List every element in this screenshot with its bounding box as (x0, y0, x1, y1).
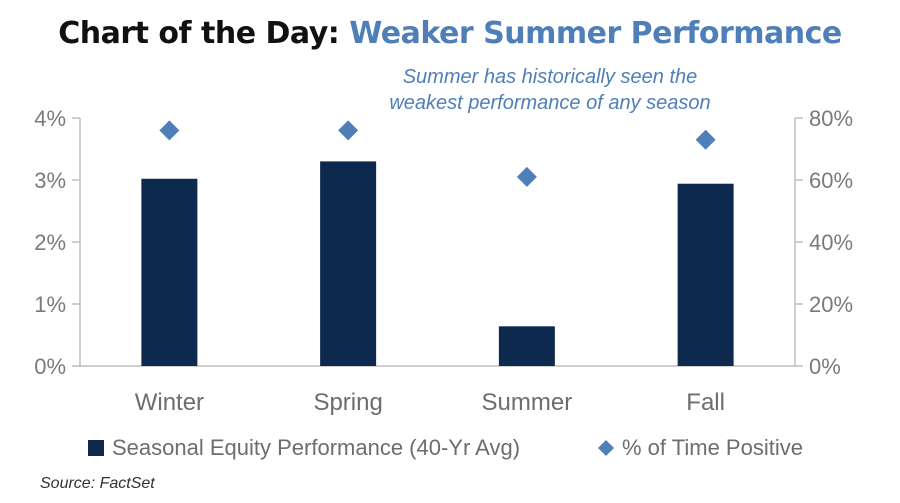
marker-spring (338, 120, 359, 141)
left-axis-tick-label: 1% (34, 292, 66, 317)
right-axis-tick-label: 20% (809, 292, 853, 317)
bar-winter (141, 178, 198, 366)
category-label: Summer (482, 389, 573, 416)
marker-fall (695, 129, 716, 150)
category-label: Fall (686, 389, 725, 416)
legend-marker-label: % of Time Positive (622, 435, 803, 460)
right-axis-tick-label: 80% (809, 106, 853, 131)
legend-bar-label: Seasonal Equity Performance (40-Yr Avg) (112, 435, 520, 460)
left-axis-tick-label: 2% (34, 230, 66, 255)
annotation-line: Summer has historically seen the (403, 66, 698, 88)
bar-summer (498, 326, 555, 366)
bar-fall (677, 183, 734, 366)
right-axis-tick-label: 60% (809, 168, 853, 193)
category-label: Winter (135, 389, 204, 416)
chart-title-highlight: Weaker Summer Performance (349, 16, 842, 51)
marker-summer (516, 166, 537, 187)
annotation-line: weakest performance of any season (389, 92, 710, 114)
source-note: Source: FactSet (40, 475, 155, 492)
left-axis-tick-label: 4% (34, 106, 66, 131)
right-axis-tick-label: 0% (809, 354, 841, 379)
chart-title-prefix: Chart of the Day: (58, 16, 340, 51)
marker-winter (159, 120, 180, 141)
chart-title: Chart of the Day: Weaker Summer Performa… (0, 14, 900, 54)
legend-bar-swatch (88, 440, 104, 456)
category-label: Spring (313, 389, 382, 416)
legend-marker-swatch (598, 440, 614, 456)
left-axis-tick-label: 3% (34, 168, 66, 193)
bar-spring (320, 161, 377, 366)
left-axis-tick-label: 0% (34, 354, 66, 379)
right-axis-tick-label: 40% (809, 230, 853, 255)
